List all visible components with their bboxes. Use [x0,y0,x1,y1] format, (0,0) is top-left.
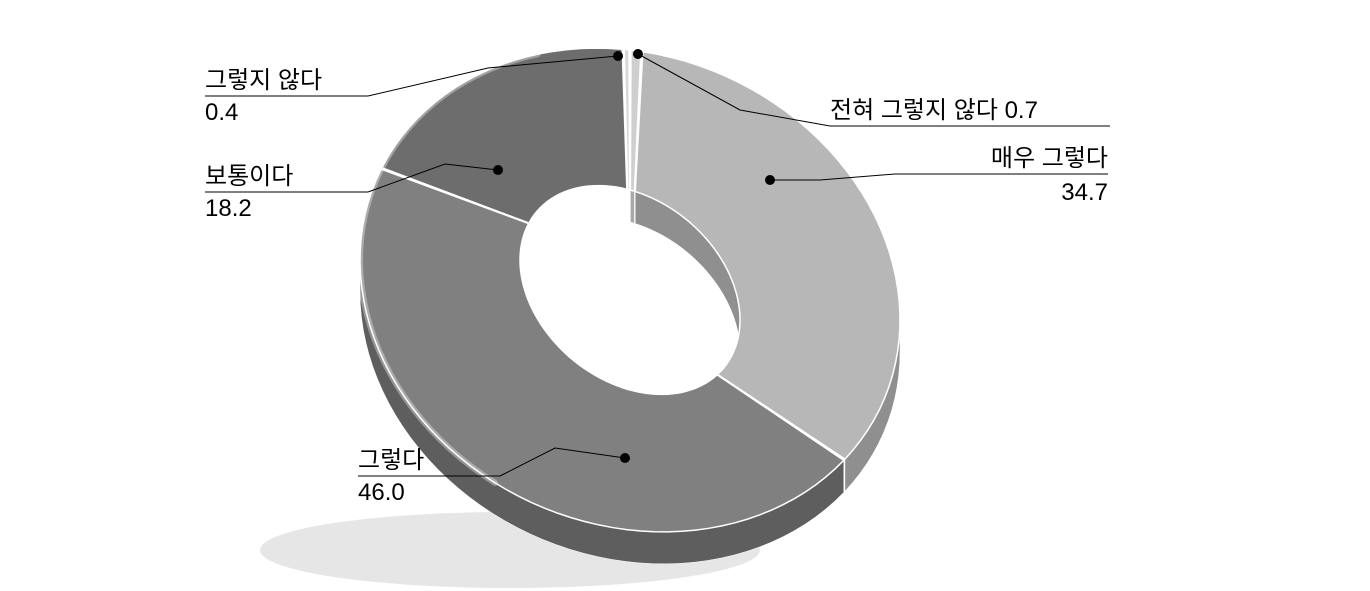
label-neutral: 보통이다 [205,163,293,190]
label-not: 그렇지 않다 [205,67,322,94]
value-neutral: 18.2 [205,195,252,222]
label-very_not: 전혀 그렇지 않다 0.7 [830,97,1038,124]
slice-inner-side-very_not [630,190,634,223]
donut-chart: 전혀 그렇지 않다 0.7 매우 그렇다 34.7 그렇다 46.0 보통이다 18.2 그렇… [0,0,1370,591]
value-yes: 46.0 [358,479,405,506]
label-yes: 그렇다 [358,447,424,474]
value-not: 0.4 [205,99,238,126]
label-very_yes: 매우 그렇다 [991,145,1108,172]
value-very_yes: 34.7 [1061,179,1108,206]
